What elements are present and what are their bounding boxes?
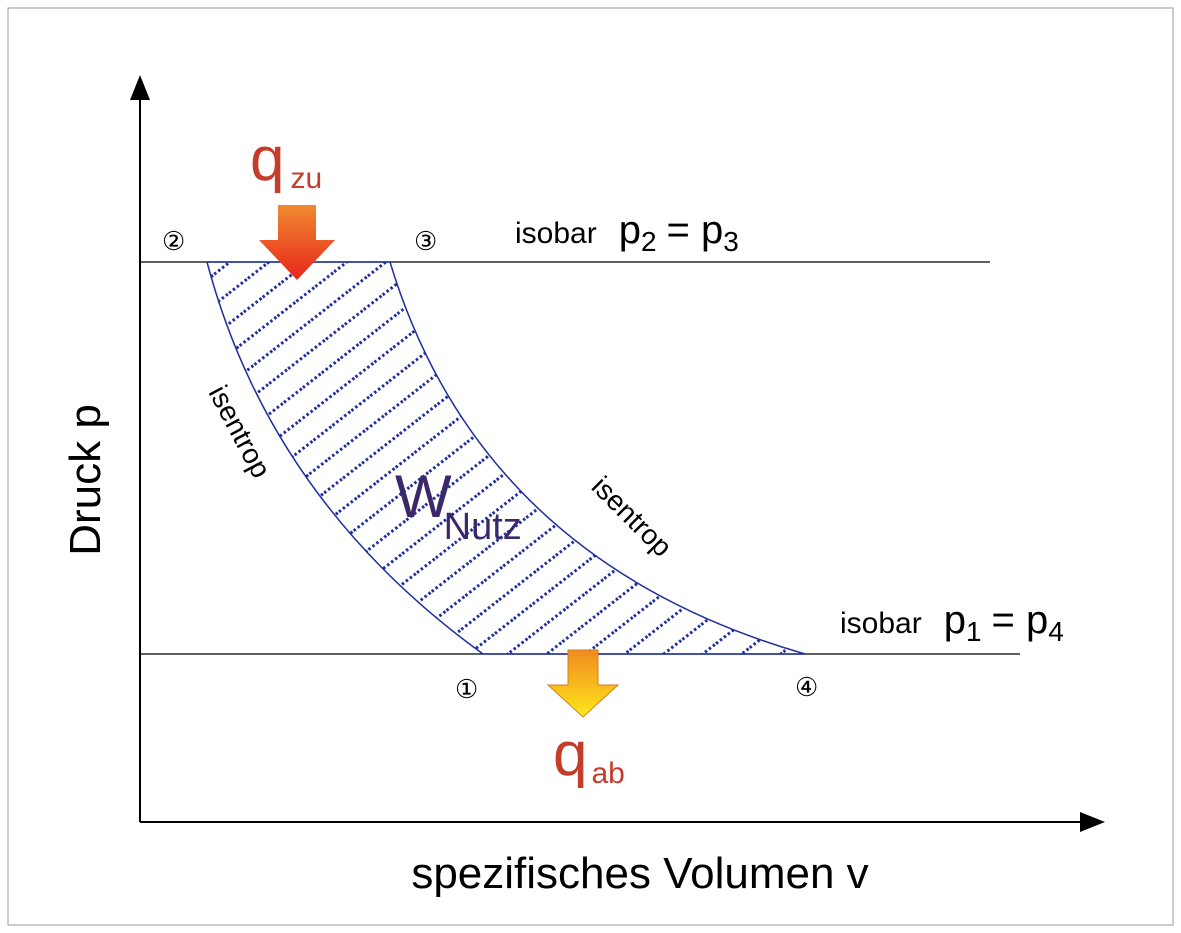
subscript: 4 bbox=[1048, 616, 1064, 647]
symbol: q bbox=[553, 720, 587, 789]
work-area bbox=[206, 261, 806, 655]
label: isobar bbox=[515, 217, 597, 250]
subscript: Nutz bbox=[444, 506, 522, 548]
symbol: q bbox=[250, 125, 284, 194]
isobar-top-label: isobar p2 = p3 bbox=[515, 208, 739, 257]
subscript: 3 bbox=[723, 226, 739, 257]
heat-in-label: q zu bbox=[250, 125, 322, 195]
subscript: ab bbox=[591, 757, 624, 790]
frame bbox=[7, 7, 1174, 926]
x-axis-label: spezifisches Volumen v bbox=[411, 849, 868, 898]
y-axis-label: Druck p bbox=[61, 404, 110, 556]
isentrop-right-label: isentrop bbox=[586, 470, 678, 562]
state-2: ② bbox=[162, 226, 185, 256]
p: p bbox=[619, 208, 641, 252]
y-arrow bbox=[130, 75, 150, 100]
equals: = p bbox=[992, 598, 1049, 642]
isobar-bottom-label: isobar p1 = p4 bbox=[840, 598, 1064, 647]
work-label: WNutz bbox=[395, 463, 522, 548]
symbol: W bbox=[395, 463, 452, 530]
state-4: ④ bbox=[795, 672, 818, 702]
x-arrow bbox=[1080, 812, 1105, 832]
subscript: 2 bbox=[641, 226, 657, 257]
state-3: ③ bbox=[414, 226, 437, 256]
p: p bbox=[944, 598, 966, 642]
heat-out-arrow bbox=[546, 649, 620, 718]
subscript: zu bbox=[290, 162, 322, 195]
heat-in-arrow bbox=[259, 205, 335, 280]
subscript: 1 bbox=[966, 616, 982, 647]
equals: = p bbox=[667, 208, 724, 252]
state-1: ① bbox=[455, 674, 478, 704]
heat-out-label: q ab bbox=[553, 720, 625, 790]
label: isobar bbox=[840, 607, 922, 640]
